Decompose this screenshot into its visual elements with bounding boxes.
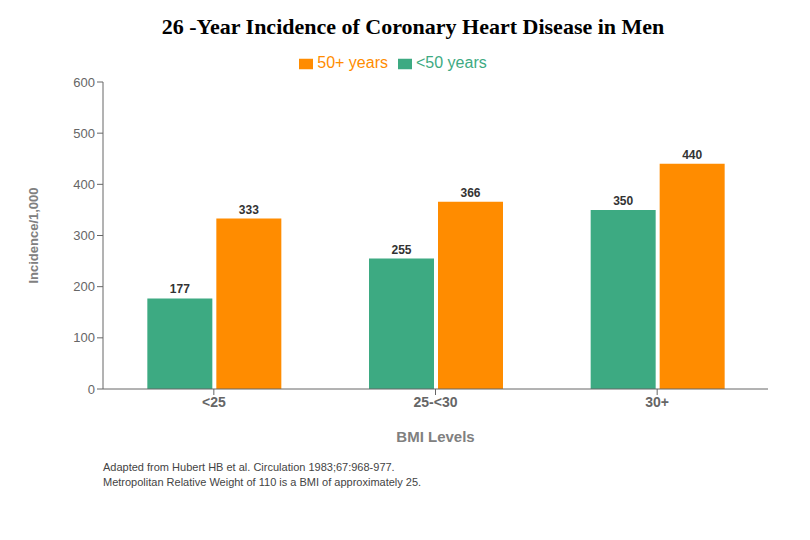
svg-text:100: 100 [73, 330, 95, 345]
svg-text:30+: 30+ [645, 394, 669, 410]
svg-text:25-<30: 25-<30 [414, 394, 458, 410]
html-text:Metropolitan Relative Weight o: Metropolitan Relative Weight of 110 is a… [103, 476, 422, 488]
html-text:Adapted from Hubert HB et al.: Adapted from Hubert HB et al. Circulatio… [103, 461, 395, 473]
html-text:26 -Year Incidence of Coronary: 26 -Year Incidence of Coronary Heart Dis… [161, 14, 665, 39]
svg-text:300: 300 [73, 228, 95, 243]
svg-text:333: 333 [239, 203, 259, 217]
html-text:50+ years: 50+ years [317, 54, 388, 71]
html-text:<50 years: <50 years [416, 54, 487, 71]
svg-text:0: 0 [88, 382, 95, 397]
svg-text:600: 600 [73, 75, 95, 90]
svg-text:400: 400 [73, 177, 95, 192]
svg-text:177: 177 [170, 282, 190, 296]
svg-text:255: 255 [391, 243, 411, 257]
svg-text:500: 500 [73, 126, 95, 141]
svg-text:200: 200 [73, 279, 95, 294]
svg-text:366: 366 [460, 186, 480, 200]
svg-text:Incidence/1,000: Incidence/1,000 [26, 187, 41, 283]
svg-text:BMI Levels: BMI Levels [396, 428, 474, 445]
svg-text:350: 350 [613, 194, 633, 208]
svg-text:440: 440 [682, 148, 702, 162]
svg-text:<25: <25 [202, 394, 226, 410]
